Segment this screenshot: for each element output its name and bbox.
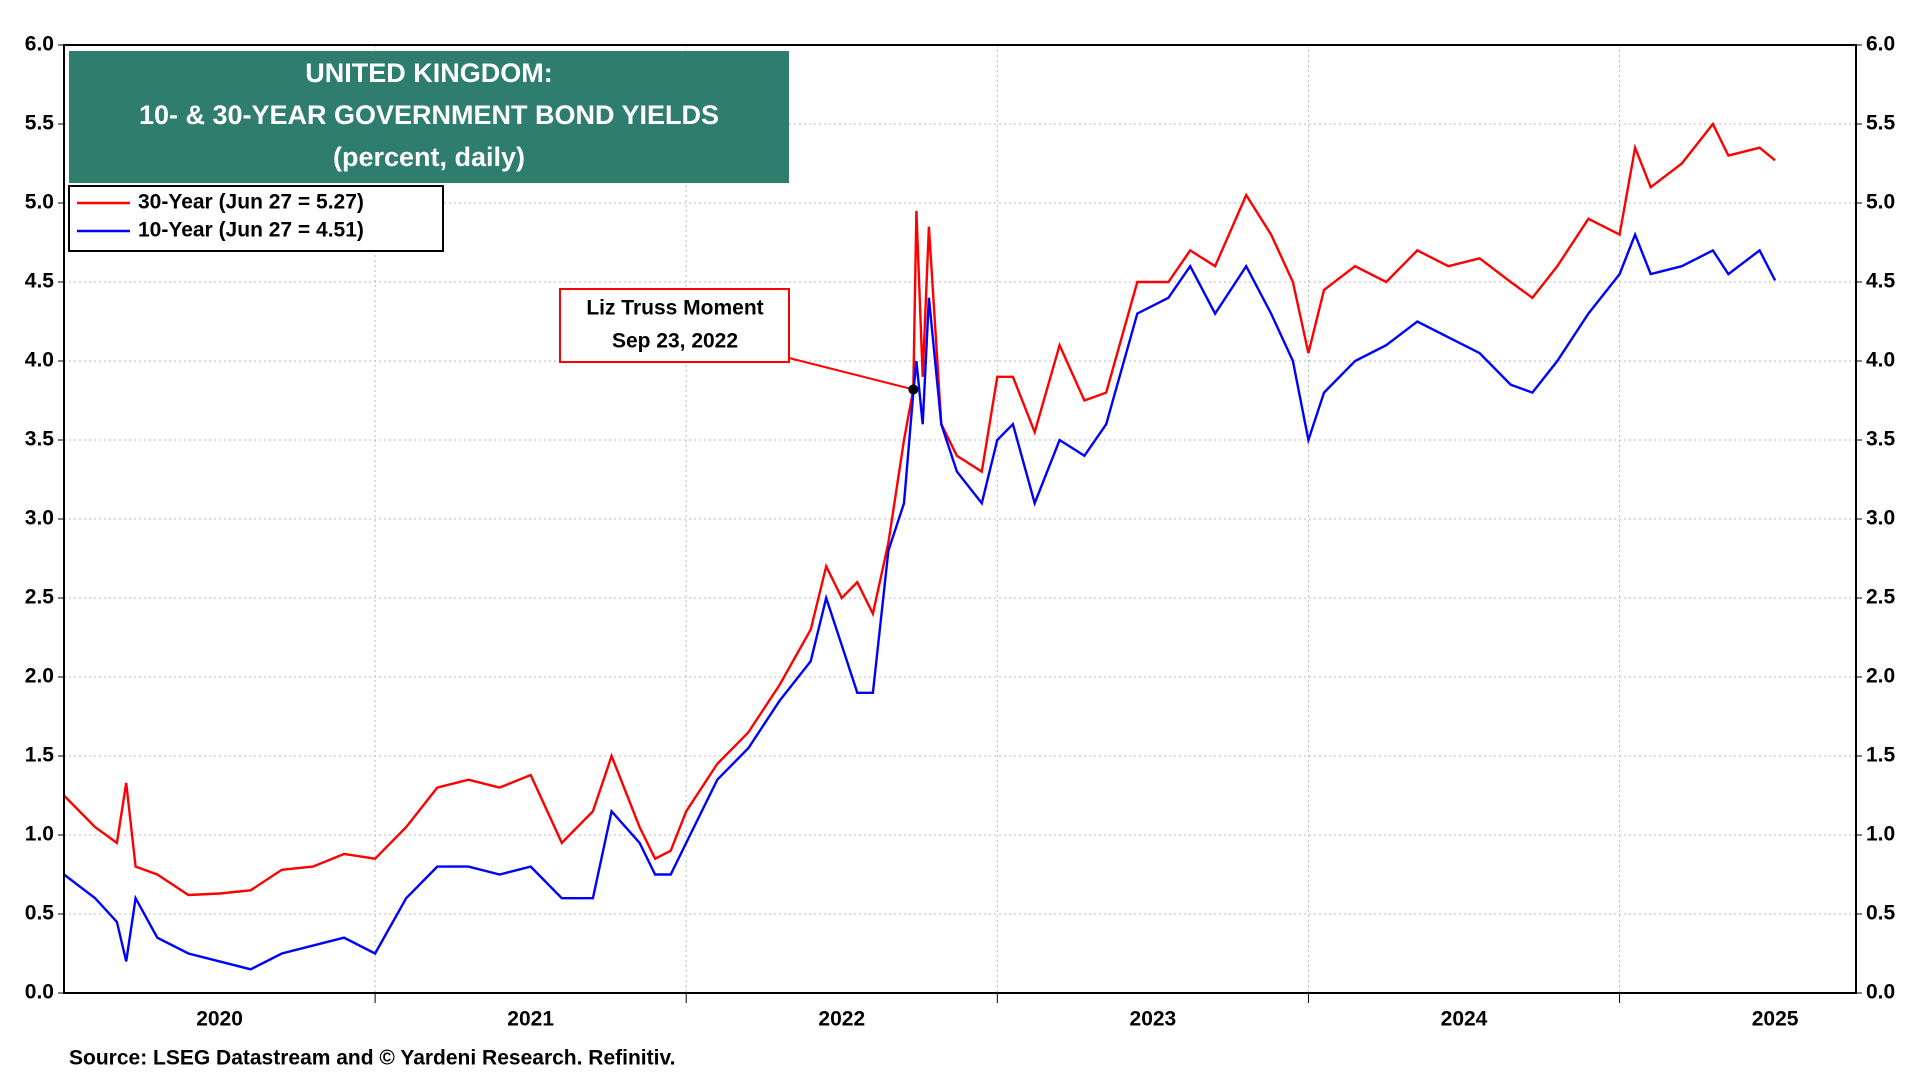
x-tick-label: 2025	[1752, 1008, 1799, 1031]
y-tick-label: 3.5	[25, 428, 55, 451]
y-tick-label: 3.0	[25, 507, 54, 530]
legend-box	[68, 185, 444, 252]
legend-label: 30-Year (Jun 27 = 5.27)	[138, 191, 364, 214]
annotation-leader	[788, 357, 914, 391]
y-tick-label: 0.0	[25, 981, 54, 1004]
x-tick-label: 2023	[1130, 1008, 1177, 1031]
annotation-text: Liz Truss Moment	[586, 297, 763, 320]
chart-title: UNITED KINGDOM:	[305, 58, 552, 88]
y2-tick-label: 2.5	[1866, 586, 1896, 609]
y2-tick-label: 2.0	[1866, 665, 1895, 688]
series-line	[63, 121, 1776, 897]
x-tick-label: 2024	[1441, 1008, 1488, 1031]
y2-tick-label: 3.5	[1866, 428, 1896, 451]
y2-tick-label: 1.5	[1866, 744, 1896, 767]
y2-tick-label: 5.5	[1866, 112, 1896, 135]
annotation-point	[908, 384, 919, 395]
annotation-box	[559, 288, 790, 363]
y2-tick-label: 6.0	[1866, 33, 1895, 56]
chart-subtitle: (percent, daily)	[333, 142, 525, 172]
y-tick-label: 2.5	[25, 586, 55, 609]
series-line	[63, 231, 1777, 971]
chart-title: 10- & 30-YEAR GOVERNMENT BOND YIELDS	[139, 100, 719, 130]
y-tick-label: 5.0	[25, 191, 54, 214]
y-tick-label: 1.5	[25, 744, 55, 767]
y-tick-label: 6.0	[25, 33, 54, 56]
y-tick-label: 4.0	[25, 349, 54, 372]
x-tick-label: 2022	[818, 1008, 865, 1031]
plot-frame	[63, 44, 1857, 994]
y-tick-label: 1.0	[25, 823, 54, 846]
y2-tick-label: 5.0	[1866, 191, 1895, 214]
x-tick-label: 2021	[507, 1008, 554, 1031]
y2-tick-label: 1.0	[1866, 823, 1895, 846]
legend-label: 10-Year (Jun 27 = 4.51)	[138, 219, 364, 242]
y2-tick-label: 3.0	[1866, 507, 1895, 530]
source-note: Source: LSEG Datastream and © Yardeni Re…	[69, 1047, 675, 1070]
y-tick-label: 0.5	[25, 902, 55, 925]
y2-tick-label: 0.0	[1866, 981, 1895, 1004]
title-box	[69, 51, 789, 183]
y-tick-label: 4.5	[25, 270, 55, 293]
y-tick-label: 2.0	[25, 665, 54, 688]
x-tick-label: 2020	[196, 1008, 243, 1031]
y2-tick-label: 0.5	[1866, 902, 1896, 925]
annotation-text: Sep 23, 2022	[612, 330, 738, 353]
y2-tick-label: 4.0	[1866, 349, 1895, 372]
y-tick-label: 5.5	[25, 112, 55, 135]
y2-tick-label: 4.5	[1866, 270, 1896, 293]
